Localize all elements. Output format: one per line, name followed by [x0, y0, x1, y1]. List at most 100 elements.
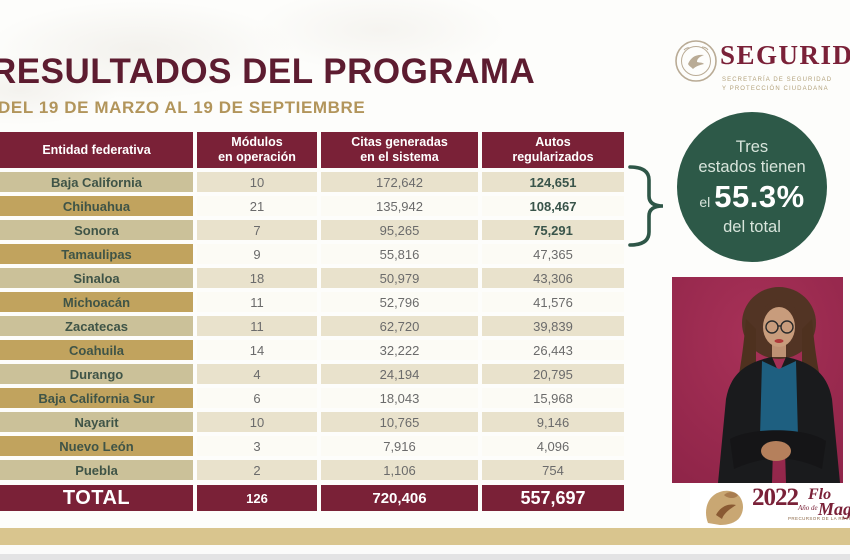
citas-value: 52,796: [321, 292, 478, 312]
year-2022-logo: 2022 Flo Año de Mag PRECURSOR DE LA REVO…: [690, 483, 850, 528]
callout-line3: del total: [723, 217, 781, 236]
citas-value: 32,222: [321, 340, 478, 360]
modules-value: 10: [197, 172, 317, 192]
autos-value: 20,795: [482, 364, 624, 384]
column-header-autos: Autos regularizados: [482, 132, 624, 168]
table-total-row: TOTAL 126 720,406 557,697: [0, 485, 624, 511]
citas-value: 62,720: [321, 316, 478, 336]
modules-value: 18: [197, 268, 317, 288]
citas-value: 95,265: [321, 220, 478, 240]
autos-value: 47,365: [482, 244, 624, 264]
autos-value: 754: [482, 460, 624, 480]
total-autos: 557,697: [482, 485, 624, 511]
flores-script-text: Flo: [808, 486, 832, 503]
state-name: Nuevo León: [0, 436, 193, 456]
citas-value: 55,816: [321, 244, 478, 264]
state-name: Sinaloa: [0, 268, 193, 288]
modules-value: 11: [197, 292, 317, 312]
state-name: Michoacán: [0, 292, 193, 312]
state-name: Coahuila: [0, 340, 193, 360]
table-row: Puebla 2 1,106 754: [0, 460, 624, 480]
table-row: Nuevo León 3 7,916 4,096: [0, 436, 624, 456]
table-row: Chihuahua 21 135,942 108,467: [0, 196, 624, 216]
table-row: Tamaulipas 9 55,816 47,365: [0, 244, 624, 264]
curly-brace: [627, 164, 675, 253]
modules-value: 7: [197, 220, 317, 240]
citas-value: 172,642: [321, 172, 478, 192]
table-row: Nayarit 10 10,765 9,146: [0, 412, 624, 432]
autos-value: 15,968: [482, 388, 624, 408]
citas-value: 50,979: [321, 268, 478, 288]
table-row: Baja California 10 172,642 124,651: [0, 172, 624, 192]
state-name: Zacatecas: [0, 316, 193, 336]
bottom-gray-strip: [0, 554, 850, 560]
modules-value: 21: [197, 196, 317, 216]
page-subtitle: DEL 19 DE MARZO AL 19 DE SEPTIEMBRE: [0, 98, 366, 117]
year-text: 2022: [752, 484, 799, 511]
callout-circle: Tres estados tienen el 55.3% del total: [677, 112, 827, 262]
table-row: Sinaloa 18 50,979 43,306: [0, 268, 624, 288]
background-watermark: [0, 0, 720, 150]
magon-script-text: Mag: [818, 499, 850, 519]
citas-value: 7,916: [321, 436, 478, 456]
seguridad-sublines: SECRETARÍA DE SEGURIDAD Y PROTECCIÓN CIU…: [722, 77, 833, 92]
table-row: Michoacán 11 52,796 41,576: [0, 292, 624, 312]
state-name: Puebla: [0, 460, 193, 480]
state-name: Nayarit: [0, 412, 193, 432]
modules-value: 2: [197, 460, 317, 480]
modules-value: 4: [197, 364, 317, 384]
callout-prefix: el: [699, 193, 711, 210]
autos-value: 9,146: [482, 412, 624, 432]
eagle-seal-icon: [674, 38, 718, 89]
callout-percent: 55.3%: [714, 178, 805, 214]
citas-value: 18,043: [321, 388, 478, 408]
state-name: Tamaulipas: [0, 244, 193, 264]
state-name: Baja California Sur: [0, 388, 193, 408]
modules-value: 6: [197, 388, 317, 408]
column-header-citas: Citas generadas en el sistema: [321, 132, 478, 168]
state-name: Chihuahua: [0, 196, 193, 216]
results-table: Entidad federativa Módulos en operación …: [0, 132, 624, 511]
page-title: RESULTADOS DEL PROGRAMA: [0, 52, 536, 91]
state-name: Baja California: [0, 172, 193, 192]
table-header-row: Entidad federativa Módulos en operación …: [0, 132, 624, 168]
autos-value: 4,096: [482, 436, 624, 456]
modules-value: 14: [197, 340, 317, 360]
citas-value: 10,765: [321, 412, 478, 432]
modules-value: 3: [197, 436, 317, 456]
autos-value: 41,576: [482, 292, 624, 312]
anio-de-text: Año de: [798, 504, 818, 512]
modules-value: 10: [197, 412, 317, 432]
revolution-tagline: PRECURSOR DE LA REVOLUCIÓN: [788, 516, 850, 521]
table-row: Sonora 7 95,265 75,291: [0, 220, 624, 240]
flores-magon-portrait-icon: [698, 485, 750, 528]
modules-value: 11: [197, 316, 317, 336]
state-name: Sonora: [0, 220, 193, 240]
interpreter-illustration: [672, 277, 843, 483]
total-label: TOTAL: [0, 485, 193, 511]
citas-value: 24,194: [321, 364, 478, 384]
bottom-tan-bar: [0, 528, 850, 545]
table-row: Coahuila 14 32,222 26,443: [0, 340, 624, 360]
table-row: Baja California Sur 6 18,043 15,968: [0, 388, 624, 408]
column-header-entidad: Entidad federativa: [0, 132, 193, 168]
seguridad-wordmark: SEGURIDAD: [720, 40, 850, 70]
total-citas: 720,406: [321, 485, 478, 511]
modules-value: 9: [197, 244, 317, 264]
callout-line2: estados tienen: [698, 158, 806, 177]
autos-value: 75,291: [482, 220, 624, 240]
bottom-white-strip: [0, 545, 850, 554]
table-row: Durango 4 24,194 20,795: [0, 364, 624, 384]
sign-language-interpreter-video: [672, 277, 843, 483]
autos-value: 124,651: [482, 172, 624, 192]
seguridad-logo: SEGURIDAD SECRETARÍA DE SEGURIDAD Y PROT…: [674, 36, 850, 96]
autos-value: 39,839: [482, 316, 624, 336]
total-modules: 126: [197, 485, 317, 511]
autos-value: 108,467: [482, 196, 624, 216]
callout-line1: Tres: [735, 137, 769, 156]
autos-value: 26,443: [482, 340, 624, 360]
citas-value: 135,942: [321, 196, 478, 216]
column-header-modulos: Módulos en operación: [197, 132, 317, 168]
citas-value: 1,106: [321, 460, 478, 480]
state-name: Durango: [0, 364, 193, 384]
